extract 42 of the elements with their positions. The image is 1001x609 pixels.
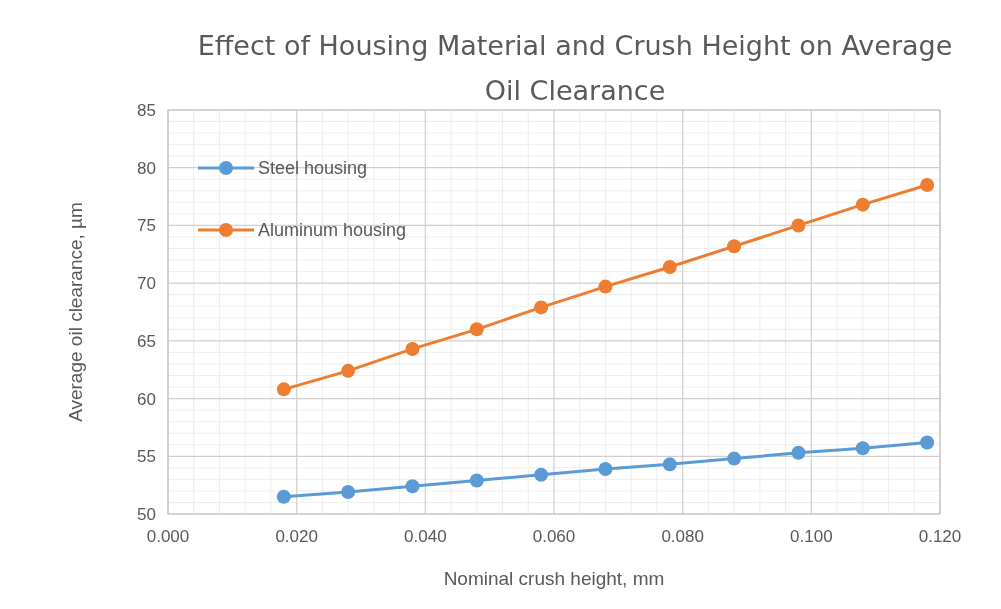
y-tick-label: 50 [137,504,156,524]
point [855,441,870,456]
x-tick-label: 0.080 [661,527,704,546]
point [405,479,420,494]
y-tick-label: 60 [137,389,156,409]
x-tick-label: 0.120 [918,527,962,546]
point [598,279,613,294]
legend-label: Steel housing [258,158,368,179]
point [469,322,484,337]
point [598,461,613,476]
point [920,178,935,193]
chart-title: Effect of Housing Material and Crush Height on Average Oil Clearance [197,30,953,106]
point [341,363,356,378]
y-tick-label: 80 [137,158,156,178]
x-tick-label: 0.060 [532,527,576,546]
point [341,485,356,500]
point [727,451,742,466]
point [276,382,291,397]
x-tick-label: 0.040 [404,527,447,546]
x-tick-label: 0.020 [275,527,318,546]
point [534,467,549,482]
point [534,300,549,315]
y-tick-label: 55 [137,447,156,467]
y-tick-label: 70 [137,274,156,294]
x-tick-label: 0.100 [790,527,833,546]
point [662,259,677,274]
legend-label: Aluminum housing [258,220,407,241]
point [791,445,806,460]
y-axis-title: Average oil clearance, µm [65,202,86,422]
y-tick-label: 85 [137,100,156,120]
point [920,435,935,450]
point [855,197,870,212]
point [791,218,806,233]
point [727,239,742,254]
y-tick-label: 65 [137,331,156,351]
y-tick-label: 75 [137,216,156,236]
point [405,341,420,356]
point [469,473,484,488]
point [662,457,677,472]
x-axis-title: Nominal crush height, mm [443,568,665,589]
point [276,489,291,504]
x-tick-label: 0.000 [146,527,190,546]
